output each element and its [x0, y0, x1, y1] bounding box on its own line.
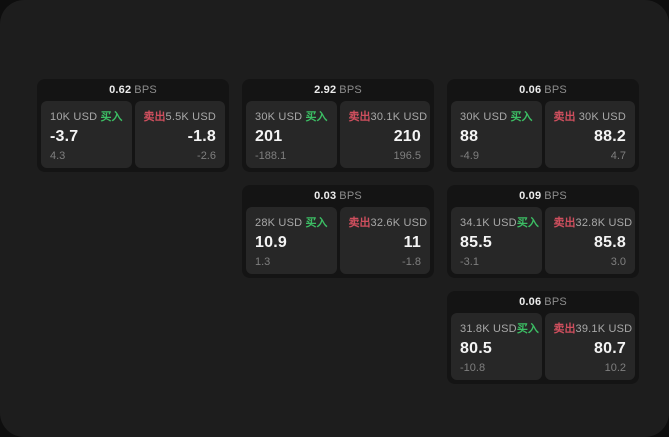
sell-panel[interactable]: 卖出 39.1K USD 80.7 10.2	[544, 313, 635, 380]
sell-panel[interactable]: 卖出 30K USD 88.2 4.7	[544, 101, 635, 168]
quote-card: 0.62 BPS 10K USD 买入 -3.7 4.3 卖出 5.5K USD …	[37, 79, 229, 172]
bps-value: 0.62	[109, 84, 132, 96]
quote-panels: 10K USD 买入 -3.7 4.3 卖出 5.5K USD -1.8 -2.…	[37, 101, 229, 172]
bps-unit-label: BPS	[339, 84, 362, 96]
sell-side-label: 卖出	[143, 111, 166, 123]
cards-grid: 0.62 BPS 10K USD 买入 -3.7 4.3 卖出 5.5K USD …	[37, 79, 639, 384]
buy-panel[interactable]: 30K USD 买入 201 -188.1	[246, 101, 337, 168]
buy-amount: 34.1K USD	[460, 217, 517, 229]
sell-amount: 5.5K USD	[165, 111, 217, 123]
sell-amount: 30K USD	[578, 111, 626, 123]
sell-delta: -1.8	[402, 256, 421, 268]
buy-price: 80.5	[460, 340, 492, 357]
sell-panel[interactable]: 卖出 5.5K USD -1.8 -2.6	[134, 101, 225, 168]
sell-price: 88.2	[594, 128, 626, 145]
buy-side-label: 买入	[305, 111, 328, 123]
buy-price: 201	[255, 128, 283, 145]
buy-price: -3.7	[50, 128, 79, 145]
sell-panel[interactable]: 卖出 32.8K USD 85.8 3.0	[544, 207, 635, 274]
sell-price: 210	[393, 128, 421, 145]
sell-delta: -2.6	[197, 150, 216, 162]
card-header: 0.03 BPS	[242, 185, 434, 207]
buy-price: 10.9	[255, 234, 287, 251]
quote-panels: 34.1K USD 买入 85.5 -3.1 卖出 32.8K USD 85.8…	[447, 207, 639, 278]
sell-delta: 196.5	[393, 150, 421, 162]
sell-panel[interactable]: 卖出 32.6K USD 11 -1.8	[339, 207, 430, 274]
buy-side-label: 买入	[516, 323, 539, 335]
buy-delta: -10.8	[460, 362, 486, 374]
quote-card: 2.92 BPS 30K USD 买入 201 -188.1 卖出 30.1K U…	[242, 79, 434, 172]
buy-delta: -3.1	[460, 256, 479, 268]
sell-side-label: 卖出	[553, 111, 576, 123]
card-header: 0.06 BPS	[447, 291, 639, 313]
sell-price: 80.7	[594, 340, 626, 357]
bps-value: 2.92	[314, 84, 337, 96]
sell-side-label: 卖出	[348, 217, 371, 229]
card-header: 0.09 BPS	[447, 185, 639, 207]
buy-amount: 28K USD	[255, 217, 303, 229]
buy-amount: 30K USD	[255, 111, 303, 123]
buy-panel[interactable]: 34.1K USD 买入 85.5 -3.1	[451, 207, 542, 274]
card-header: 2.92 BPS	[242, 79, 434, 101]
card-header: 0.62 BPS	[37, 79, 229, 101]
buy-panel[interactable]: 31.8K USD 买入 80.5 -10.8	[451, 313, 542, 380]
buy-amount: 30K USD	[460, 111, 508, 123]
bps-value: 0.09	[519, 190, 542, 202]
sell-panel[interactable]: 卖出 30.1K USD 210 196.5	[339, 101, 430, 168]
sell-amount: 39.1K USD	[575, 323, 633, 335]
bps-value: 0.03	[314, 190, 337, 202]
buy-delta: 1.3	[255, 256, 271, 268]
bps-unit-label: BPS	[544, 84, 567, 96]
quote-card: 0.03 BPS 28K USD 买入 10.9 1.3 卖出 32.6K USD…	[242, 185, 434, 278]
sell-side-label: 卖出	[553, 217, 576, 229]
sell-amount: 32.6K USD	[370, 217, 428, 229]
sell-side-label: 卖出	[348, 111, 371, 123]
buy-side-label: 买入	[510, 111, 533, 123]
sell-delta: 3.0	[610, 256, 626, 268]
buy-delta: -188.1	[255, 150, 287, 162]
quote-panels: 30K USD 买入 88 -4.9 卖出 30K USD 88.2 4.7	[447, 101, 639, 172]
sell-price: 11	[403, 234, 421, 251]
buy-delta: 4.3	[50, 150, 66, 162]
bps-value: 0.06	[519, 296, 542, 308]
quote-panels: 30K USD 买入 201 -188.1 卖出 30.1K USD 210 1…	[242, 101, 434, 172]
quote-card: 0.09 BPS 34.1K USD 买入 85.5 -3.1 卖出 32.8K …	[447, 185, 639, 278]
buy-amount: 31.8K USD	[460, 323, 517, 335]
buy-panel[interactable]: 28K USD 买入 10.9 1.3	[246, 207, 337, 274]
buy-side-label: 买入	[100, 111, 123, 123]
card-header: 0.06 BPS	[447, 79, 639, 101]
sell-delta: 10.2	[604, 362, 626, 374]
buy-side-label: 买入	[516, 217, 539, 229]
buy-price: 88	[460, 128, 479, 145]
quote-card: 0.06 BPS 31.8K USD 买入 80.5 -10.8 卖出 39.1K…	[447, 291, 639, 384]
bps-value: 0.06	[519, 84, 542, 96]
bps-unit-label: BPS	[134, 84, 157, 96]
bps-unit-label: BPS	[339, 190, 362, 202]
bps-unit-label: BPS	[544, 296, 567, 308]
buy-panel[interactable]: 30K USD 买入 88 -4.9	[451, 101, 542, 168]
sell-amount: 32.8K USD	[575, 217, 633, 229]
buy-price: 85.5	[460, 234, 492, 251]
quote-panels: 31.8K USD 买入 80.5 -10.8 卖出 39.1K USD 80.…	[447, 313, 639, 384]
buy-side-label: 买入	[305, 217, 328, 229]
buy-panel[interactable]: 10K USD 买入 -3.7 4.3	[41, 101, 132, 168]
buy-delta: -4.9	[460, 150, 479, 162]
bps-unit-label: BPS	[544, 190, 567, 202]
buy-amount: 10K USD	[50, 111, 98, 123]
sell-delta: 4.7	[610, 150, 626, 162]
sell-price: 85.8	[594, 234, 626, 251]
quote-card: 0.06 BPS 30K USD 买入 88 -4.9 卖出 30K USD 88…	[447, 79, 639, 172]
sell-side-label: 卖出	[553, 323, 576, 335]
sell-amount: 30.1K USD	[370, 111, 428, 123]
quote-panels: 28K USD 买入 10.9 1.3 卖出 32.6K USD 11 -1.8	[242, 207, 434, 278]
sell-price: -1.8	[187, 128, 216, 145]
